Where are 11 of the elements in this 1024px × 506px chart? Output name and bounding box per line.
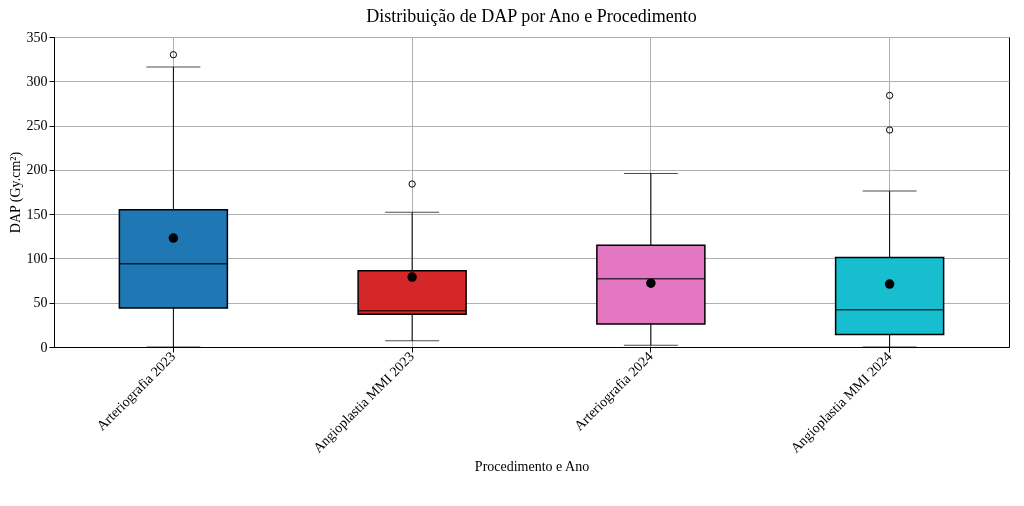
- y-axis-title: DAP (Gy.cm²): [7, 151, 24, 234]
- y-tick-label: 0: [40, 339, 48, 355]
- y-tick-label: 350: [26, 29, 48, 45]
- chart-title: Distribuição de DAP por Ano e Procedimento: [366, 6, 697, 26]
- y-tick-label: 200: [26, 162, 48, 178]
- y-tick-label: 50: [33, 295, 48, 311]
- y-tick-label: 100: [26, 250, 48, 266]
- y-tick-label: 300: [26, 73, 48, 89]
- y-tick-label: 150: [26, 206, 48, 222]
- x-axis-title: Procedimento e Ano: [474, 458, 590, 474]
- y-tick-label: 250: [26, 118, 48, 134]
